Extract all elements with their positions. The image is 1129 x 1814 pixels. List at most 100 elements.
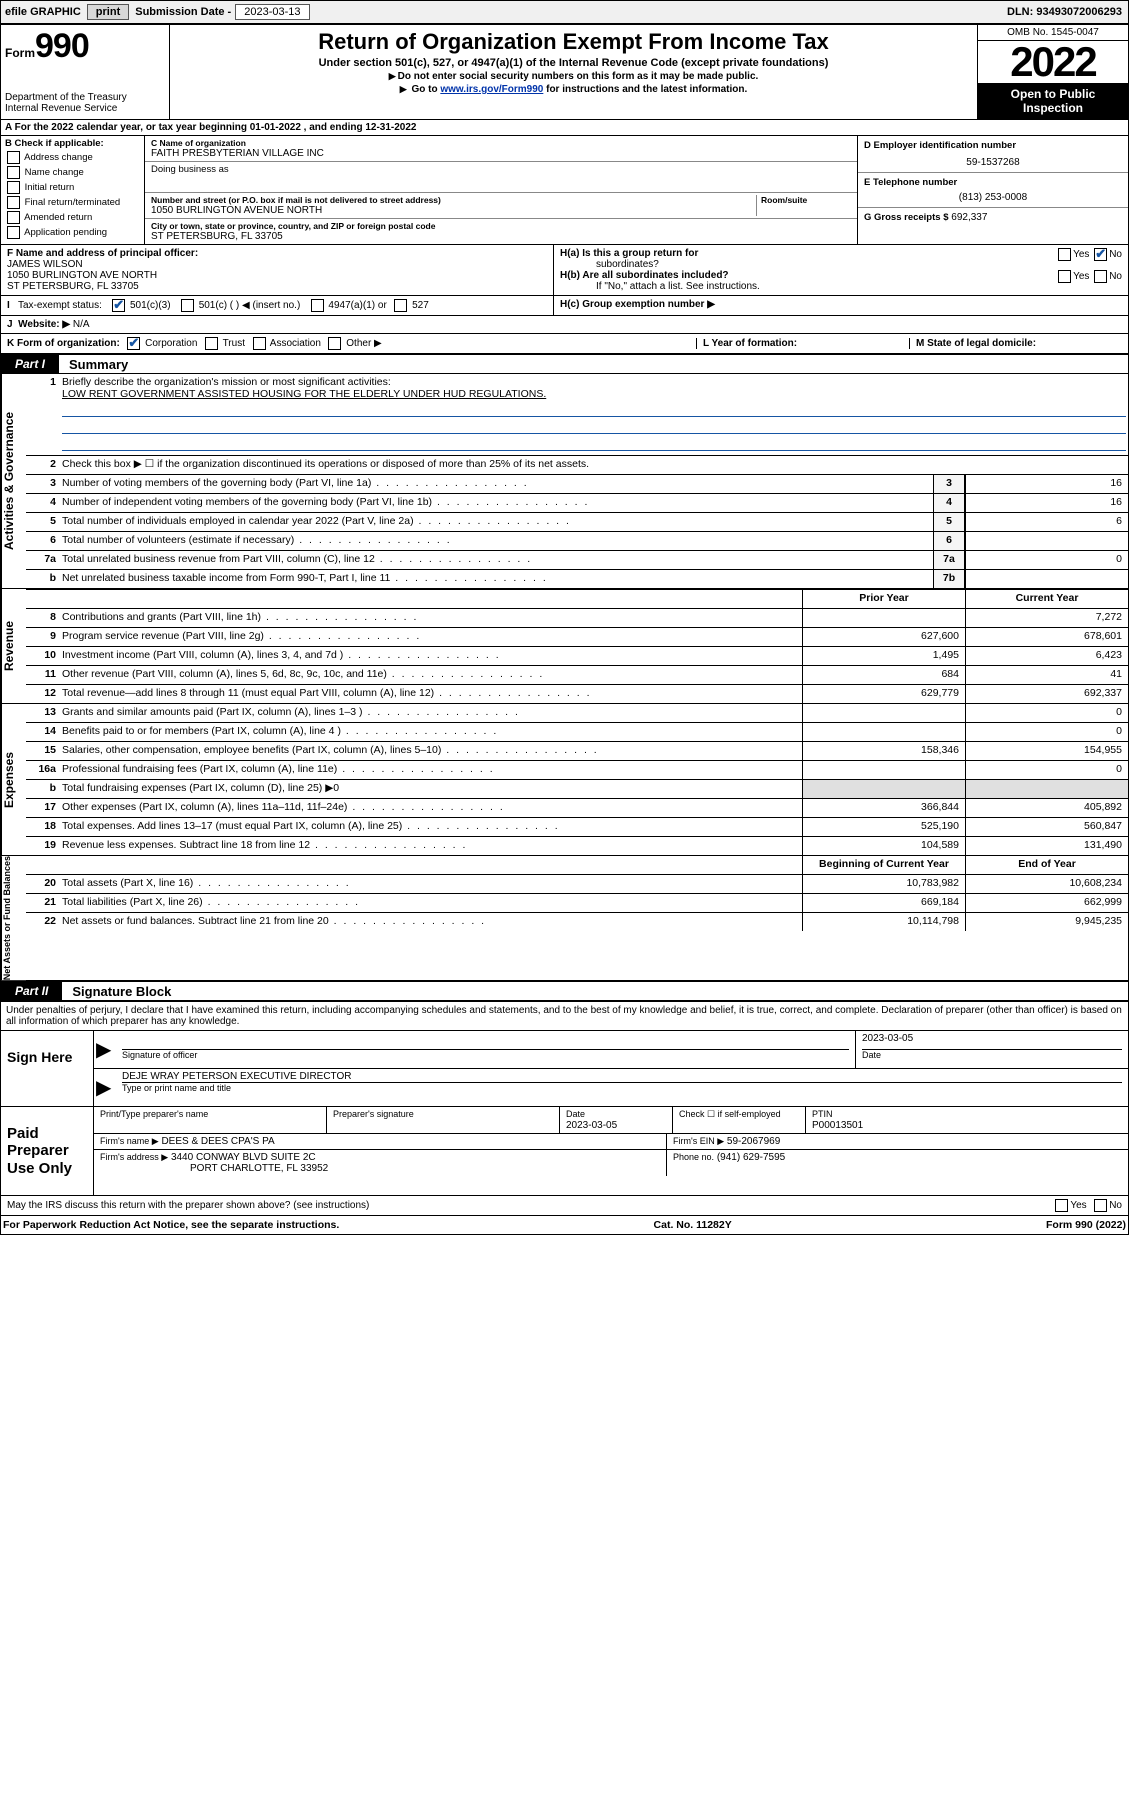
pp-check[interactable]: Check ☐ if self-employed	[672, 1107, 805, 1133]
sig-arrow-icon-2: ▶	[94, 1069, 116, 1106]
hc-label: H(c) Group exemption number ▶	[560, 299, 715, 310]
expenses-block: Expenses 13Grants and similar amounts pa…	[1, 704, 1128, 856]
paid-preparer-block: Paid Preparer Use Only Print/Type prepar…	[1, 1106, 1128, 1196]
officer-typed-name: DEJE WRAY PETERSON EXECUTIVE DIRECTOR	[122, 1071, 1122, 1083]
may-irs-yes[interactable]	[1055, 1199, 1068, 1212]
open-public: Open to Public Inspection	[978, 83, 1128, 119]
sign-here: Sign Here	[1, 1031, 93, 1106]
table-row: 18Total expenses. Add lines 13–17 (must …	[26, 818, 1128, 837]
hb-yes[interactable]	[1058, 270, 1071, 283]
chk-501c3[interactable]	[112, 299, 125, 312]
chk-name-change[interactable]: Name change	[5, 166, 140, 179]
officer-city: ST PETERSBURG, FL 33705	[7, 281, 139, 292]
row-a: A For the 2022 calendar year, or tax yea…	[1, 120, 1128, 136]
print-button[interactable]: print	[87, 4, 129, 20]
tax-exempt-label: Tax-exempt status:	[18, 300, 102, 311]
table-row: bNet unrelated business taxable income f…	[26, 570, 1128, 588]
firm-phone: (941) 629-7595	[717, 1152, 785, 1163]
line-j-label: J	[7, 319, 13, 330]
chk-initial-return[interactable]: Initial return	[5, 181, 140, 194]
chk-application-pending[interactable]: Application pending	[5, 226, 140, 239]
may-irs-text: May the IRS discuss this return with the…	[7, 1200, 369, 1211]
chk-other[interactable]	[328, 337, 341, 350]
efile-label: efile GRAPHIC	[1, 6, 85, 18]
col-current: Current Year	[965, 590, 1128, 608]
part2-title: Signature Block	[62, 984, 171, 999]
irs-label: Internal Revenue Service	[5, 103, 165, 114]
form990-link[interactable]: www.irs.gov/Form990	[440, 84, 543, 95]
chk-corp[interactable]	[127, 337, 140, 350]
table-row: 11Other revenue (Part VIII, column (A), …	[26, 666, 1128, 685]
col-c: C Name of organization FAITH PRESBYTERIA…	[145, 136, 857, 244]
col-right: D Employer identification number 59-1537…	[857, 136, 1128, 244]
firm-name: DEES & DEES CPA'S PA	[161, 1136, 274, 1147]
sub3-post: for instructions and the latest informat…	[543, 84, 747, 95]
chk-address-change[interactable]: Address change	[5, 151, 140, 164]
part1-tag: Part I	[1, 355, 59, 373]
header-mid: Return of Organization Exempt From Incom…	[170, 25, 977, 119]
table-row: 14Benefits paid to or for members (Part …	[26, 723, 1128, 742]
table-row: 12Total revenue—add lines 8 through 11 (…	[26, 685, 1128, 703]
open-public-2: Inspection	[980, 101, 1126, 115]
side-netassets: Net Assets or Fund Balances	[1, 856, 26, 980]
col-h: H(a) Is this a group return for Yes No s…	[554, 245, 1128, 295]
city-label: City or town, state or province, country…	[151, 221, 851, 231]
ha-label: H(a) Is this a group return for	[560, 248, 698, 259]
room-label: Room/suite	[761, 195, 851, 205]
form-title: Return of Organization Exempt From Incom…	[176, 29, 971, 55]
hb-note: If "No," attach a list. See instructions…	[596, 281, 760, 292]
chk-trust[interactable]	[205, 337, 218, 350]
officer-street: 1050 BURLINGTON AVE NORTH	[7, 270, 157, 281]
form-header: Form990 Department of the Treasury Inter…	[1, 25, 1128, 120]
chk-assoc[interactable]	[253, 337, 266, 350]
row-i: I Tax-exempt status: 501(c)(3) 501(c) ( …	[1, 296, 1128, 316]
dept-treasury: Department of the Treasury	[5, 92, 165, 103]
pp-sig-label: Preparer's signature	[333, 1109, 414, 1119]
table-row: 8Contributions and grants (Part VIII, li…	[26, 609, 1128, 628]
chk-amended-return[interactable]: Amended return	[5, 211, 140, 224]
may-irs-no[interactable]	[1094, 1199, 1107, 1212]
row-fh: F Name and address of principal officer:…	[1, 245, 1128, 296]
firm-phone-label: Phone no.	[673, 1152, 714, 1162]
firm-addr-label: Firm's address ▶	[100, 1152, 168, 1162]
date-label: Date	[862, 1049, 1122, 1060]
firm-addr2: PORT CHARLOTTE, FL 33952	[100, 1163, 328, 1174]
tax-year-begin: 01-01-2022	[250, 122, 301, 133]
pp-date-label: Date	[566, 1109, 585, 1119]
form-container: Form990 Department of the Treasury Inter…	[0, 24, 1129, 1235]
table-row: 5Total number of individuals employed in…	[26, 513, 1128, 532]
chk-final-return[interactable]: Final return/terminated	[5, 196, 140, 209]
ein-label: D Employer identification number	[864, 140, 1122, 151]
chk-501c[interactable]	[181, 299, 194, 312]
line-i-label: I	[7, 300, 10, 311]
table-row: 15Salaries, other compensation, employee…	[26, 742, 1128, 761]
subtitle-2: Do not enter social security numbers on …	[176, 71, 971, 82]
governance-block: Activities & Governance 1 Briefly descri…	[1, 374, 1128, 589]
col-f: F Name and address of principal officer:…	[1, 245, 554, 295]
tax-year: 2022	[978, 41, 1128, 83]
part2-header: Part II Signature Block	[1, 981, 1128, 1001]
table-row: 21Total liabilities (Part X, line 26)669…	[26, 894, 1128, 913]
table-row: bTotal fundraising expenses (Part IX, co…	[26, 780, 1128, 799]
row-a-mid: , and ending	[304, 122, 366, 133]
col-begin: Beginning of Current Year	[802, 856, 965, 874]
website-value: N/A	[73, 319, 90, 330]
ha-no[interactable]	[1094, 248, 1107, 261]
officer-typed-label: Type or print name and title	[122, 1083, 1122, 1093]
paid-preparer-label: Paid Preparer Use Only	[1, 1107, 93, 1195]
chk-4947[interactable]	[311, 299, 324, 312]
revenue-block: Revenue Prior Year Current Year 8Contrib…	[1, 589, 1128, 704]
side-governance: Activities & Governance	[1, 374, 26, 588]
chk-527[interactable]	[394, 299, 407, 312]
penalties-text: Under penalties of perjury, I declare th…	[1, 1001, 1128, 1030]
hb-no[interactable]	[1094, 270, 1107, 283]
subtitle-1: Under section 501(c), 527, or 4947(a)(1)…	[176, 57, 971, 69]
sign-here-block: Sign Here ▶ Signature of officer 2023-03…	[1, 1030, 1128, 1106]
ha-yes[interactable]	[1058, 248, 1071, 261]
table-row: 13Grants and similar amounts paid (Part …	[26, 704, 1128, 723]
line-klm: K Form of organization: Corporation Trus…	[1, 334, 1128, 354]
pp-name-label: Print/Type preparer's name	[100, 1109, 208, 1119]
netassets-block: Net Assets or Fund Balances Beginning of…	[1, 856, 1128, 981]
firm-name-label: Firm's name ▶	[100, 1136, 159, 1146]
table-row: 16aProfessional fundraising fees (Part I…	[26, 761, 1128, 780]
